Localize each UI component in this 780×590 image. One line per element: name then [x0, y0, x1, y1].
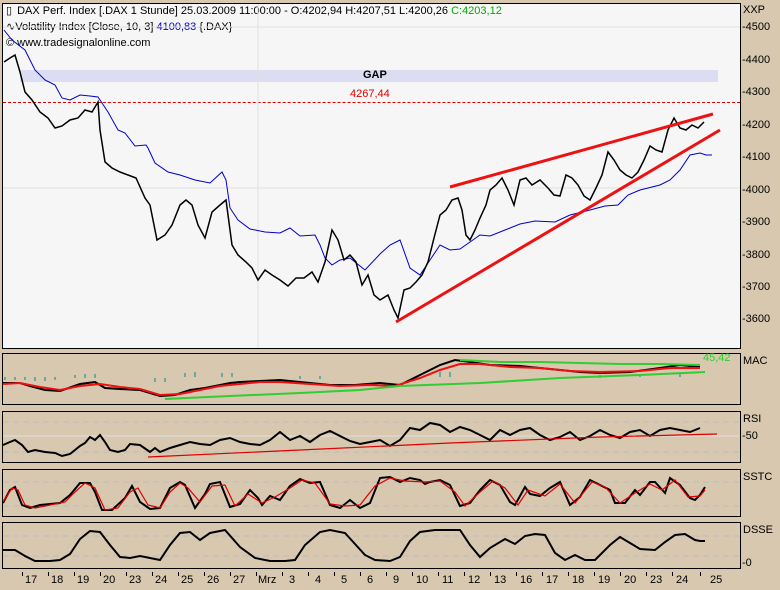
- ssto-panel[interactable]: [2, 469, 741, 517]
- y-axis-title: XXP: [743, 4, 766, 16]
- macd-label: MAC: [743, 355, 768, 367]
- rsi-panel[interactable]: [2, 411, 741, 463]
- macd-green-upper: [459, 359, 701, 366]
- rsi-line: [2, 421, 701, 458]
- rsi-label: RSI: [743, 413, 762, 425]
- volatility-line: [3, 29, 712, 276]
- ytick: -3700: [742, 281, 771, 293]
- ytick: -4300: [742, 86, 771, 98]
- instrument-header: ▯ DAX Perf. Index [.DAX 1 Stunde] 25.03.…: [6, 5, 502, 17]
- candlesticks: [3, 53, 705, 321]
- gap-level-label: 4267,44: [350, 88, 390, 100]
- dssb-line: [3, 528, 705, 563]
- macd-green-lower: [164, 371, 706, 400]
- rsi-tick: -50: [742, 430, 758, 442]
- ytick: -4500: [742, 21, 771, 33]
- gap-level-line: [3, 102, 740, 103]
- ytick: -3900: [742, 216, 771, 228]
- rsi-trendline: [147, 433, 718, 458]
- copyright: © www.tradesignalonline.com: [6, 37, 151, 49]
- ytick: -4100: [742, 151, 771, 163]
- upper-trendline: [449, 112, 714, 189]
- ytick: -3800: [742, 249, 771, 261]
- lower-trendline: [395, 128, 721, 324]
- ytick: -4400: [742, 54, 771, 66]
- close-value: C:4203,12: [451, 5, 502, 17]
- dssb-label: DSSE: [743, 524, 773, 536]
- price-panel[interactable]: [2, 3, 741, 349]
- macd-signal-red: [2, 363, 700, 397]
- ytick: -4000: [742, 184, 771, 196]
- macd-value: 45,42: [703, 352, 731, 364]
- ssto-label: SSTC: [743, 471, 773, 483]
- ytick: -3600: [742, 313, 771, 325]
- dssb-tick: -0: [742, 557, 752, 569]
- gap-label: GAP: [363, 69, 387, 81]
- dssb-panel[interactable]: [2, 522, 741, 569]
- gap-band: [20, 70, 718, 82]
- ssto-d-line: [2, 477, 706, 511]
- macd-panel[interactable]: [2, 353, 741, 405]
- ytick: -4200: [742, 119, 771, 131]
- candlestick-icon: ▯: [6, 5, 13, 17]
